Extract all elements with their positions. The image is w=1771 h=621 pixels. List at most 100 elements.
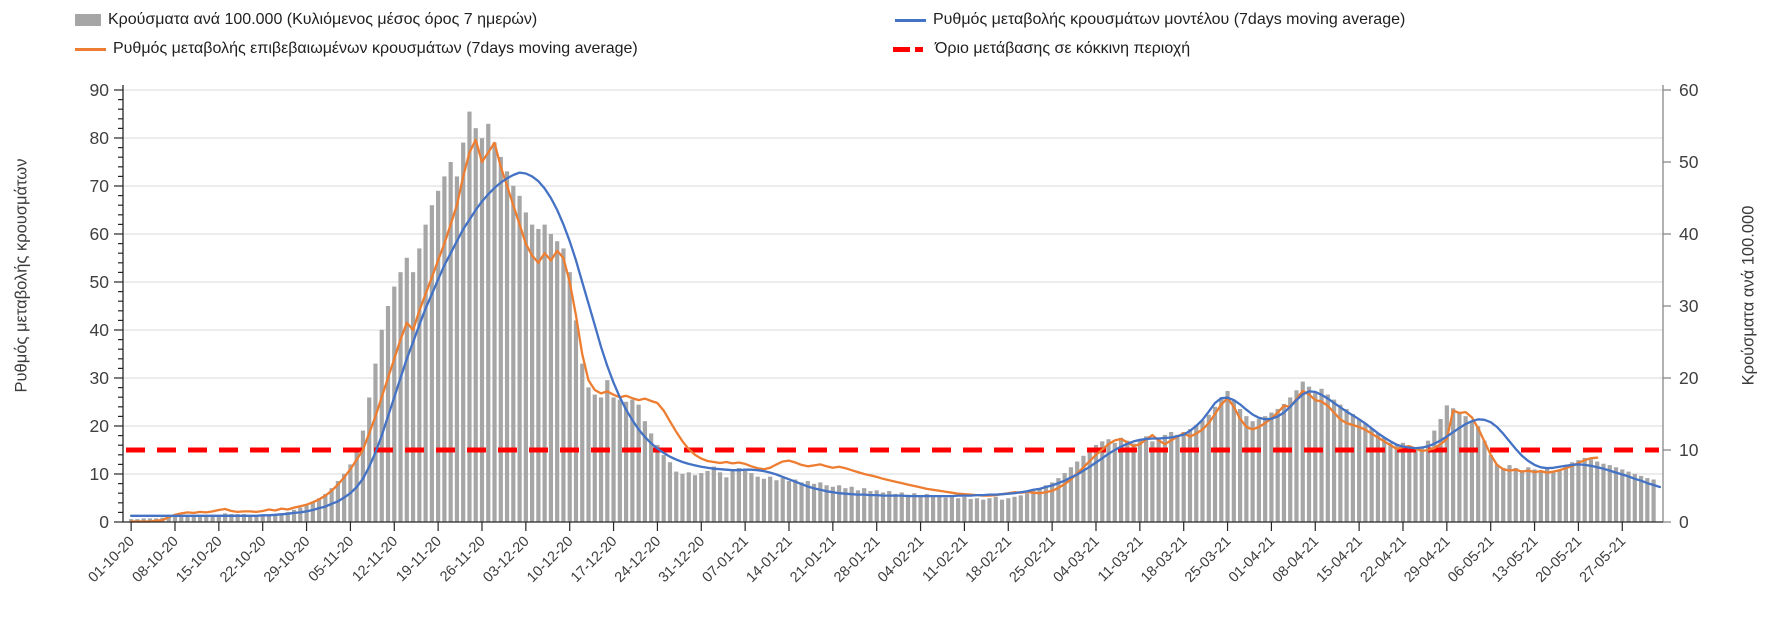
bar xyxy=(724,477,729,522)
bar xyxy=(1300,381,1305,522)
bar xyxy=(392,286,397,522)
x-axis-tick-label: 07-01-21 xyxy=(700,534,752,586)
bar xyxy=(1407,447,1412,522)
bar xyxy=(1275,408,1280,522)
bar xyxy=(918,495,923,522)
bar xyxy=(661,455,666,522)
bar xyxy=(1050,482,1055,522)
bar xyxy=(1256,419,1261,522)
bar xyxy=(1532,469,1537,522)
y-axis-right: 0 10 20 30 40 50 60 xyxy=(1662,80,1699,532)
bar xyxy=(436,190,441,523)
bar xyxy=(1357,419,1362,522)
bar xyxy=(1200,420,1205,522)
bar xyxy=(943,497,948,522)
x-axis-tick-label: 22-10-20 xyxy=(217,534,269,586)
bar xyxy=(1438,419,1443,522)
bar xyxy=(561,248,566,522)
bar xyxy=(655,444,660,522)
bar xyxy=(467,111,472,522)
x-axis-tick-label: 19-11-20 xyxy=(393,534,445,586)
left-axis-tick-label: 10 xyxy=(90,464,110,484)
bar xyxy=(893,493,898,522)
bar xyxy=(530,224,535,522)
bar xyxy=(774,480,779,522)
x-axis-tick-label: 10-12-20 xyxy=(524,534,576,586)
bar xyxy=(1425,440,1431,522)
bar xyxy=(367,397,372,522)
bar xyxy=(1012,496,1017,522)
bar xyxy=(818,482,823,522)
bar xyxy=(1400,442,1406,522)
bar xyxy=(1344,408,1349,522)
bar xyxy=(229,514,234,522)
x-axis-tick-label: 05-11-20 xyxy=(306,534,358,586)
left-axis-tick-label: 0 xyxy=(99,512,109,532)
bar xyxy=(793,479,798,522)
x-axis-tick-label: 24-12-20 xyxy=(612,534,664,586)
bar xyxy=(567,272,572,522)
bar xyxy=(830,486,835,522)
bar xyxy=(887,491,892,522)
model-rate-polyline xyxy=(129,171,1662,517)
right-axis-tick-label: 50 xyxy=(1679,152,1699,172)
bar xyxy=(930,496,936,522)
bar xyxy=(974,498,980,522)
bar xyxy=(316,498,322,522)
bar xyxy=(410,272,416,522)
bar xyxy=(1350,414,1355,522)
bar xyxy=(1432,430,1437,522)
bar xyxy=(630,399,635,522)
bar xyxy=(1219,397,1224,522)
bar xyxy=(185,516,190,522)
bar xyxy=(617,399,622,522)
bar xyxy=(1150,441,1155,522)
bar xyxy=(304,505,309,522)
x-axis: 01-10-2008-10-2015-10-2022-10-2029-10-20… xyxy=(86,521,1663,586)
x-axis-tick-label: 18-03-21 xyxy=(1138,534,1190,586)
bar xyxy=(1087,450,1092,522)
bar xyxy=(191,514,196,522)
bar xyxy=(166,516,171,522)
bar xyxy=(235,514,240,522)
bar xyxy=(962,496,967,522)
x-axis-tick-label: 08-04-21 xyxy=(1270,534,1322,586)
bar xyxy=(649,433,654,522)
bar xyxy=(1607,465,1612,522)
bar xyxy=(548,234,554,522)
legend-label: Ρυθμός μεταβολής επιβεβαιωμένων κρουσμάτ… xyxy=(113,40,638,57)
bar xyxy=(197,515,203,522)
bar xyxy=(1601,463,1606,522)
bar xyxy=(379,329,384,522)
bar xyxy=(868,491,873,522)
bar xyxy=(179,516,184,522)
bar xyxy=(586,387,591,522)
bar xyxy=(1306,386,1312,522)
x-axis-tick-label: 17-12-20 xyxy=(568,534,620,586)
bar xyxy=(1194,424,1199,522)
x-axis-tick-label: 04-02-21 xyxy=(875,534,927,586)
x-axis-tick-label: 06-05-21 xyxy=(1445,534,1497,586)
bar xyxy=(398,272,403,522)
left-axis-tick-label: 50 xyxy=(90,272,110,292)
bar xyxy=(1112,442,1117,522)
bar xyxy=(956,498,961,522)
bar xyxy=(761,478,767,522)
bar xyxy=(1513,468,1518,522)
bar xyxy=(511,185,516,522)
bar xyxy=(1244,416,1249,522)
bar xyxy=(699,473,704,522)
bar xyxy=(492,142,497,522)
confirmed-rate-polyline xyxy=(129,138,1599,523)
bar xyxy=(1557,469,1562,522)
bar xyxy=(899,492,904,522)
bar xyxy=(1476,426,1481,522)
bar xyxy=(780,478,785,522)
bar xyxy=(573,320,579,522)
bar xyxy=(743,470,748,522)
x-axis-tick-label: 22-04-21 xyxy=(1357,534,1409,586)
bar xyxy=(1031,491,1036,522)
bar xyxy=(285,511,290,522)
bar xyxy=(1225,390,1230,522)
